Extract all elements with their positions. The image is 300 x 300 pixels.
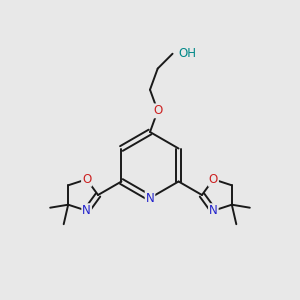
Text: O: O xyxy=(209,173,218,186)
Text: O: O xyxy=(82,173,91,186)
Text: N: N xyxy=(82,204,91,217)
Text: O: O xyxy=(153,104,162,117)
Text: N: N xyxy=(146,191,154,205)
Text: N: N xyxy=(209,204,218,217)
Text: OH: OH xyxy=(178,47,196,60)
